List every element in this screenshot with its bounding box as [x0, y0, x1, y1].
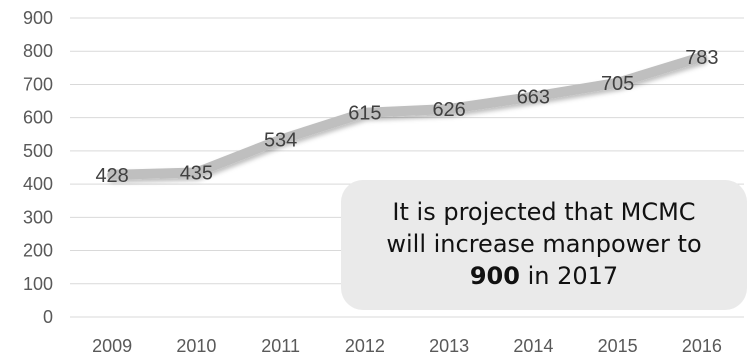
y-tick-label: 300	[23, 207, 53, 227]
data-point	[110, 172, 115, 177]
data-point	[447, 107, 452, 112]
x-tick-label: 2014	[513, 336, 553, 355]
x-tick-label: 2012	[345, 336, 385, 355]
data-label: 435	[180, 162, 213, 184]
callout-line-2: will increase manpower to	[386, 230, 702, 258]
data-point	[699, 54, 704, 59]
data-label: 428	[95, 165, 128, 187]
callout-suffix: in 2017	[519, 262, 619, 290]
data-label: 615	[348, 103, 381, 125]
callout-value: 900	[469, 262, 520, 290]
data-labels: 428 435 534 615 626 663 705 783	[95, 47, 718, 187]
data-label: 705	[601, 73, 634, 95]
x-tick-label: 2016	[682, 336, 722, 355]
y-tick-label: 200	[23, 241, 53, 261]
data-point	[278, 137, 283, 142]
x-tick-label: 2010	[176, 336, 216, 355]
x-tick-label: 2013	[429, 336, 469, 355]
data-point	[194, 170, 199, 175]
data-label: 626	[432, 99, 465, 121]
y-tick-label: 600	[23, 108, 53, 128]
y-tick-label: 400	[23, 174, 53, 194]
y-tick-label: 900	[23, 8, 53, 28]
y-tick-label: 700	[23, 74, 53, 94]
data-label: 534	[264, 130, 297, 152]
x-axis-ticks: 2009 2010 2011 2012 2013 2014 2015 2016	[92, 336, 722, 355]
data-label: 663	[517, 87, 550, 109]
y-tick-label: 0	[43, 307, 53, 327]
y-tick-label: 100	[23, 274, 53, 294]
data-point	[615, 80, 620, 85]
projection-callout: It is projected that MCMC will increase …	[341, 180, 747, 310]
data-label: 783	[685, 47, 718, 69]
callout-line-3: 900 in 2017	[359, 260, 729, 292]
x-tick-label: 2009	[92, 336, 132, 355]
y-tick-label: 500	[23, 141, 53, 161]
data-point	[362, 110, 367, 115]
x-tick-label: 2015	[598, 336, 638, 355]
series-polyline	[107, 51, 707, 180]
callout-line-1: It is projected that MCMC	[392, 198, 696, 226]
data-point	[531, 94, 536, 99]
x-tick-label: 2011	[261, 336, 300, 355]
y-axis-ticks: 0 100 200 300 400 500 600 700 800 900	[23, 8, 53, 327]
series-line	[107, 51, 707, 180]
y-tick-label: 800	[23, 41, 53, 61]
